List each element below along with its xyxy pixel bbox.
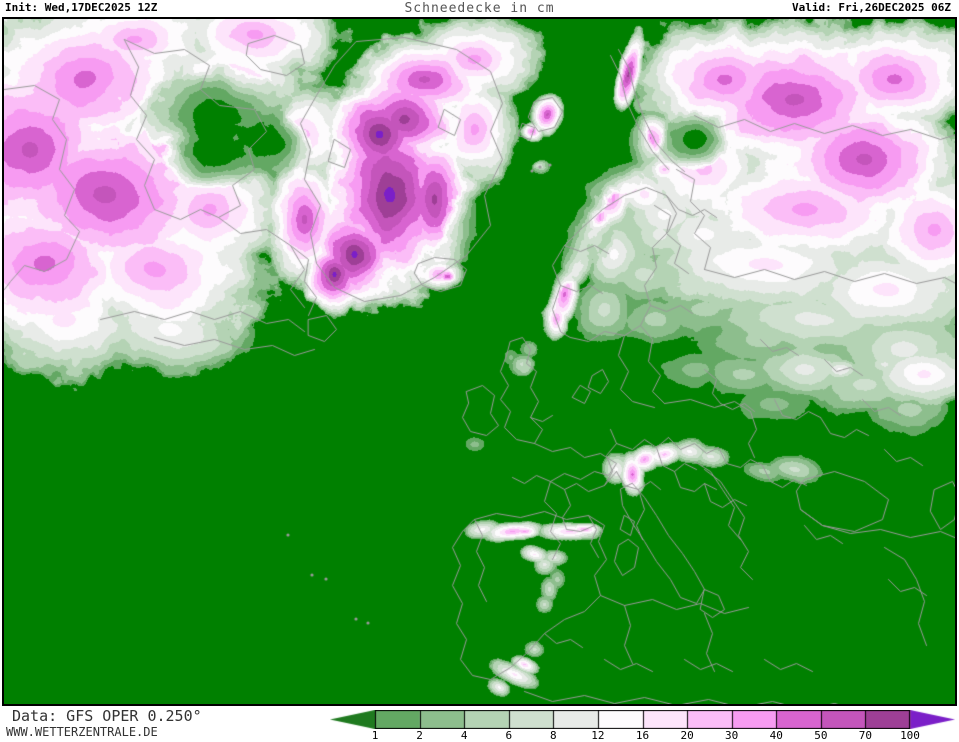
legend-tick: 20: [680, 729, 694, 742]
legend-color-bar: [330, 710, 955, 729]
legend-tick: 2: [416, 729, 423, 742]
legend-tick: 12: [591, 729, 605, 742]
legend-tick: 70: [858, 729, 873, 742]
legend-tick: 100: [900, 729, 920, 742]
map-frame[interactable]: [2, 17, 957, 706]
color-legend: 1 2 4 6 8 12 16 20 30 40 50 70 100: [330, 708, 955, 742]
legend-tick: 4: [460, 729, 468, 742]
legend-tick: 40: [769, 729, 783, 742]
legend-tick: 50: [814, 729, 828, 742]
snow-depth-map[interactable]: [4, 19, 955, 704]
init-time-label: Init: Wed,17DEC2025 12Z: [5, 1, 158, 14]
legend-tick: 1: [371, 729, 379, 742]
website-label: WWW.WETTERZENTRALE.DE: [6, 725, 158, 739]
legend-tick: 6: [505, 729, 513, 742]
legend-tick: 16: [635, 729, 650, 742]
page-title: Schneedecke in cm: [404, 1, 555, 16]
map-header: Init: Wed,17DEC2025 12Z Schneedecke in c…: [0, 0, 959, 17]
data-source-label: Data: GFS OPER 0.250°: [12, 707, 202, 725]
valid-time-label: Valid: Fri,26DEC2025 06Z: [792, 1, 951, 14]
legend-tick-labels: 1 2 4 6 8 12 16 20 30 40 50 70 100: [330, 729, 955, 742]
legend-tick: 30: [725, 729, 739, 742]
legend-tick: 8: [550, 729, 557, 742]
